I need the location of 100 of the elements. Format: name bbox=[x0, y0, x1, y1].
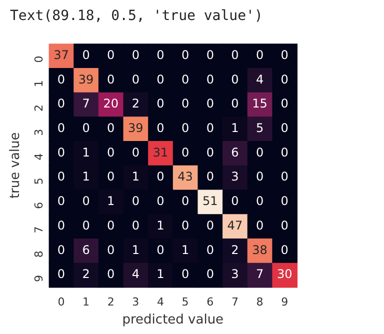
data-label: 0 bbox=[156, 170, 164, 184]
y-tick-label: 2 bbox=[32, 104, 46, 112]
data-label: 0 bbox=[132, 48, 140, 62]
data-label: 1 bbox=[132, 242, 140, 257]
data-label: 0 bbox=[107, 170, 115, 184]
data-label: 0 bbox=[181, 145, 190, 160]
y-tick-label: 7 bbox=[32, 226, 46, 234]
data-label: 0 bbox=[181, 72, 190, 86]
data-label: 0 bbox=[57, 242, 66, 257]
data-label: 0 bbox=[256, 48, 264, 62]
data-label: 0 bbox=[181, 120, 190, 135]
data-label: 0 bbox=[280, 72, 288, 86]
data-label: 0 bbox=[57, 218, 66, 232]
data-label: 0 bbox=[57, 96, 66, 111]
data-label: 0 bbox=[57, 170, 66, 184]
data-label: 0 bbox=[181, 267, 190, 282]
data-label: 1 bbox=[82, 145, 90, 160]
data-label: 39 bbox=[78, 72, 94, 86]
data-label: 0 bbox=[231, 194, 239, 208]
data-label: 0 bbox=[256, 194, 264, 208]
x-axis-title: predicted value bbox=[122, 312, 224, 328]
x-tick-label: 6 bbox=[206, 296, 214, 309]
data-label: 0 bbox=[256, 170, 264, 184]
data-label: 0 bbox=[231, 96, 239, 111]
data-label: 0 bbox=[206, 48, 214, 62]
data-label: 38 bbox=[252, 242, 268, 257]
data-label: 0 bbox=[156, 242, 164, 257]
x-tick-label: 0 bbox=[58, 296, 65, 309]
x-tick-label: 3 bbox=[132, 296, 140, 309]
data-label: 5 bbox=[256, 120, 264, 135]
data-label: 0 bbox=[156, 72, 164, 86]
data-label: 0 bbox=[156, 194, 164, 208]
data-label: 0 bbox=[280, 170, 288, 184]
data-label: 0 bbox=[206, 96, 214, 111]
data-label: 0 bbox=[107, 48, 115, 62]
y-tick-label: 1 bbox=[32, 80, 46, 88]
data-label: 1 bbox=[132, 170, 140, 184]
data-label: 0 bbox=[57, 267, 66, 282]
data-label: 47 bbox=[227, 218, 243, 232]
data-label: 0 bbox=[156, 48, 164, 62]
data-label: 0 bbox=[82, 194, 90, 208]
y-tick-label: 8 bbox=[32, 250, 46, 258]
data-label: 0 bbox=[206, 120, 214, 135]
data-label: 1 bbox=[231, 120, 239, 135]
data-label: 30 bbox=[276, 267, 292, 282]
data-label: 0 bbox=[132, 218, 140, 232]
data-label: 43 bbox=[178, 170, 193, 184]
data-label: 0 bbox=[206, 218, 214, 232]
x-tick-label: 2 bbox=[107, 296, 114, 309]
data-label: 0 bbox=[107, 267, 115, 282]
data-label: 39 bbox=[128, 120, 144, 135]
data-label: 0 bbox=[280, 120, 288, 135]
x-tick-label: 8 bbox=[256, 296, 264, 309]
data-label: 0 bbox=[280, 48, 288, 62]
data-label: 0 bbox=[206, 267, 214, 282]
y-tick-label: 4 bbox=[32, 153, 46, 160]
data-label: 0 bbox=[156, 120, 164, 135]
data-label: 0 bbox=[280, 194, 288, 208]
data-label: 0 bbox=[206, 145, 214, 160]
data-label: 51 bbox=[202, 194, 218, 208]
data-label: 0 bbox=[107, 242, 115, 257]
data-label: 0 bbox=[57, 120, 66, 135]
data-label: 2 bbox=[132, 96, 140, 111]
data-label: 0 bbox=[132, 145, 140, 160]
data-label: 0 bbox=[156, 96, 164, 111]
data-label: 3 bbox=[231, 170, 239, 184]
data-label: 1 bbox=[82, 170, 90, 184]
y-tick-label: 5 bbox=[32, 178, 46, 185]
data-label: 0 bbox=[82, 120, 90, 135]
data-label: 0 bbox=[280, 145, 288, 160]
data-label: 0 bbox=[82, 218, 90, 232]
data-label: 0 bbox=[256, 145, 264, 160]
data-label: 4 bbox=[256, 72, 264, 86]
data-label: 6 bbox=[231, 145, 239, 160]
data-label: 0 bbox=[181, 218, 190, 232]
data-label: 1 bbox=[107, 194, 115, 208]
data-label: 0 bbox=[256, 218, 264, 232]
data-label: 0 bbox=[57, 194, 66, 208]
data-label: 0 bbox=[107, 72, 115, 86]
data-label: 20 bbox=[103, 96, 118, 111]
data-label: 0 bbox=[132, 72, 140, 86]
data-label: 0 bbox=[231, 72, 239, 86]
data-label: 0 bbox=[132, 194, 140, 208]
x-tick-label: 5 bbox=[182, 296, 189, 309]
data-label: 0 bbox=[107, 145, 115, 160]
data-label: 7 bbox=[82, 96, 90, 111]
y-tick-label: 9 bbox=[32, 275, 46, 282]
x-tick-label: 7 bbox=[231, 296, 238, 309]
data-label: 7 bbox=[256, 267, 264, 282]
text: Text(89.18, 0.5, 'true value') bbox=[9, 7, 264, 26]
data-label: 0 bbox=[206, 170, 214, 184]
data-label: 2 bbox=[82, 267, 90, 282]
data-label: 0 bbox=[206, 72, 214, 86]
data-label: 0 bbox=[57, 72, 66, 86]
data-label: 1 bbox=[156, 267, 164, 282]
x-tick-label: 4 bbox=[156, 296, 164, 309]
data-label: 0 bbox=[280, 218, 288, 232]
data-label: 1 bbox=[156, 218, 164, 232]
data-label: 0 bbox=[181, 96, 190, 111]
data-label: 15 bbox=[252, 96, 268, 111]
